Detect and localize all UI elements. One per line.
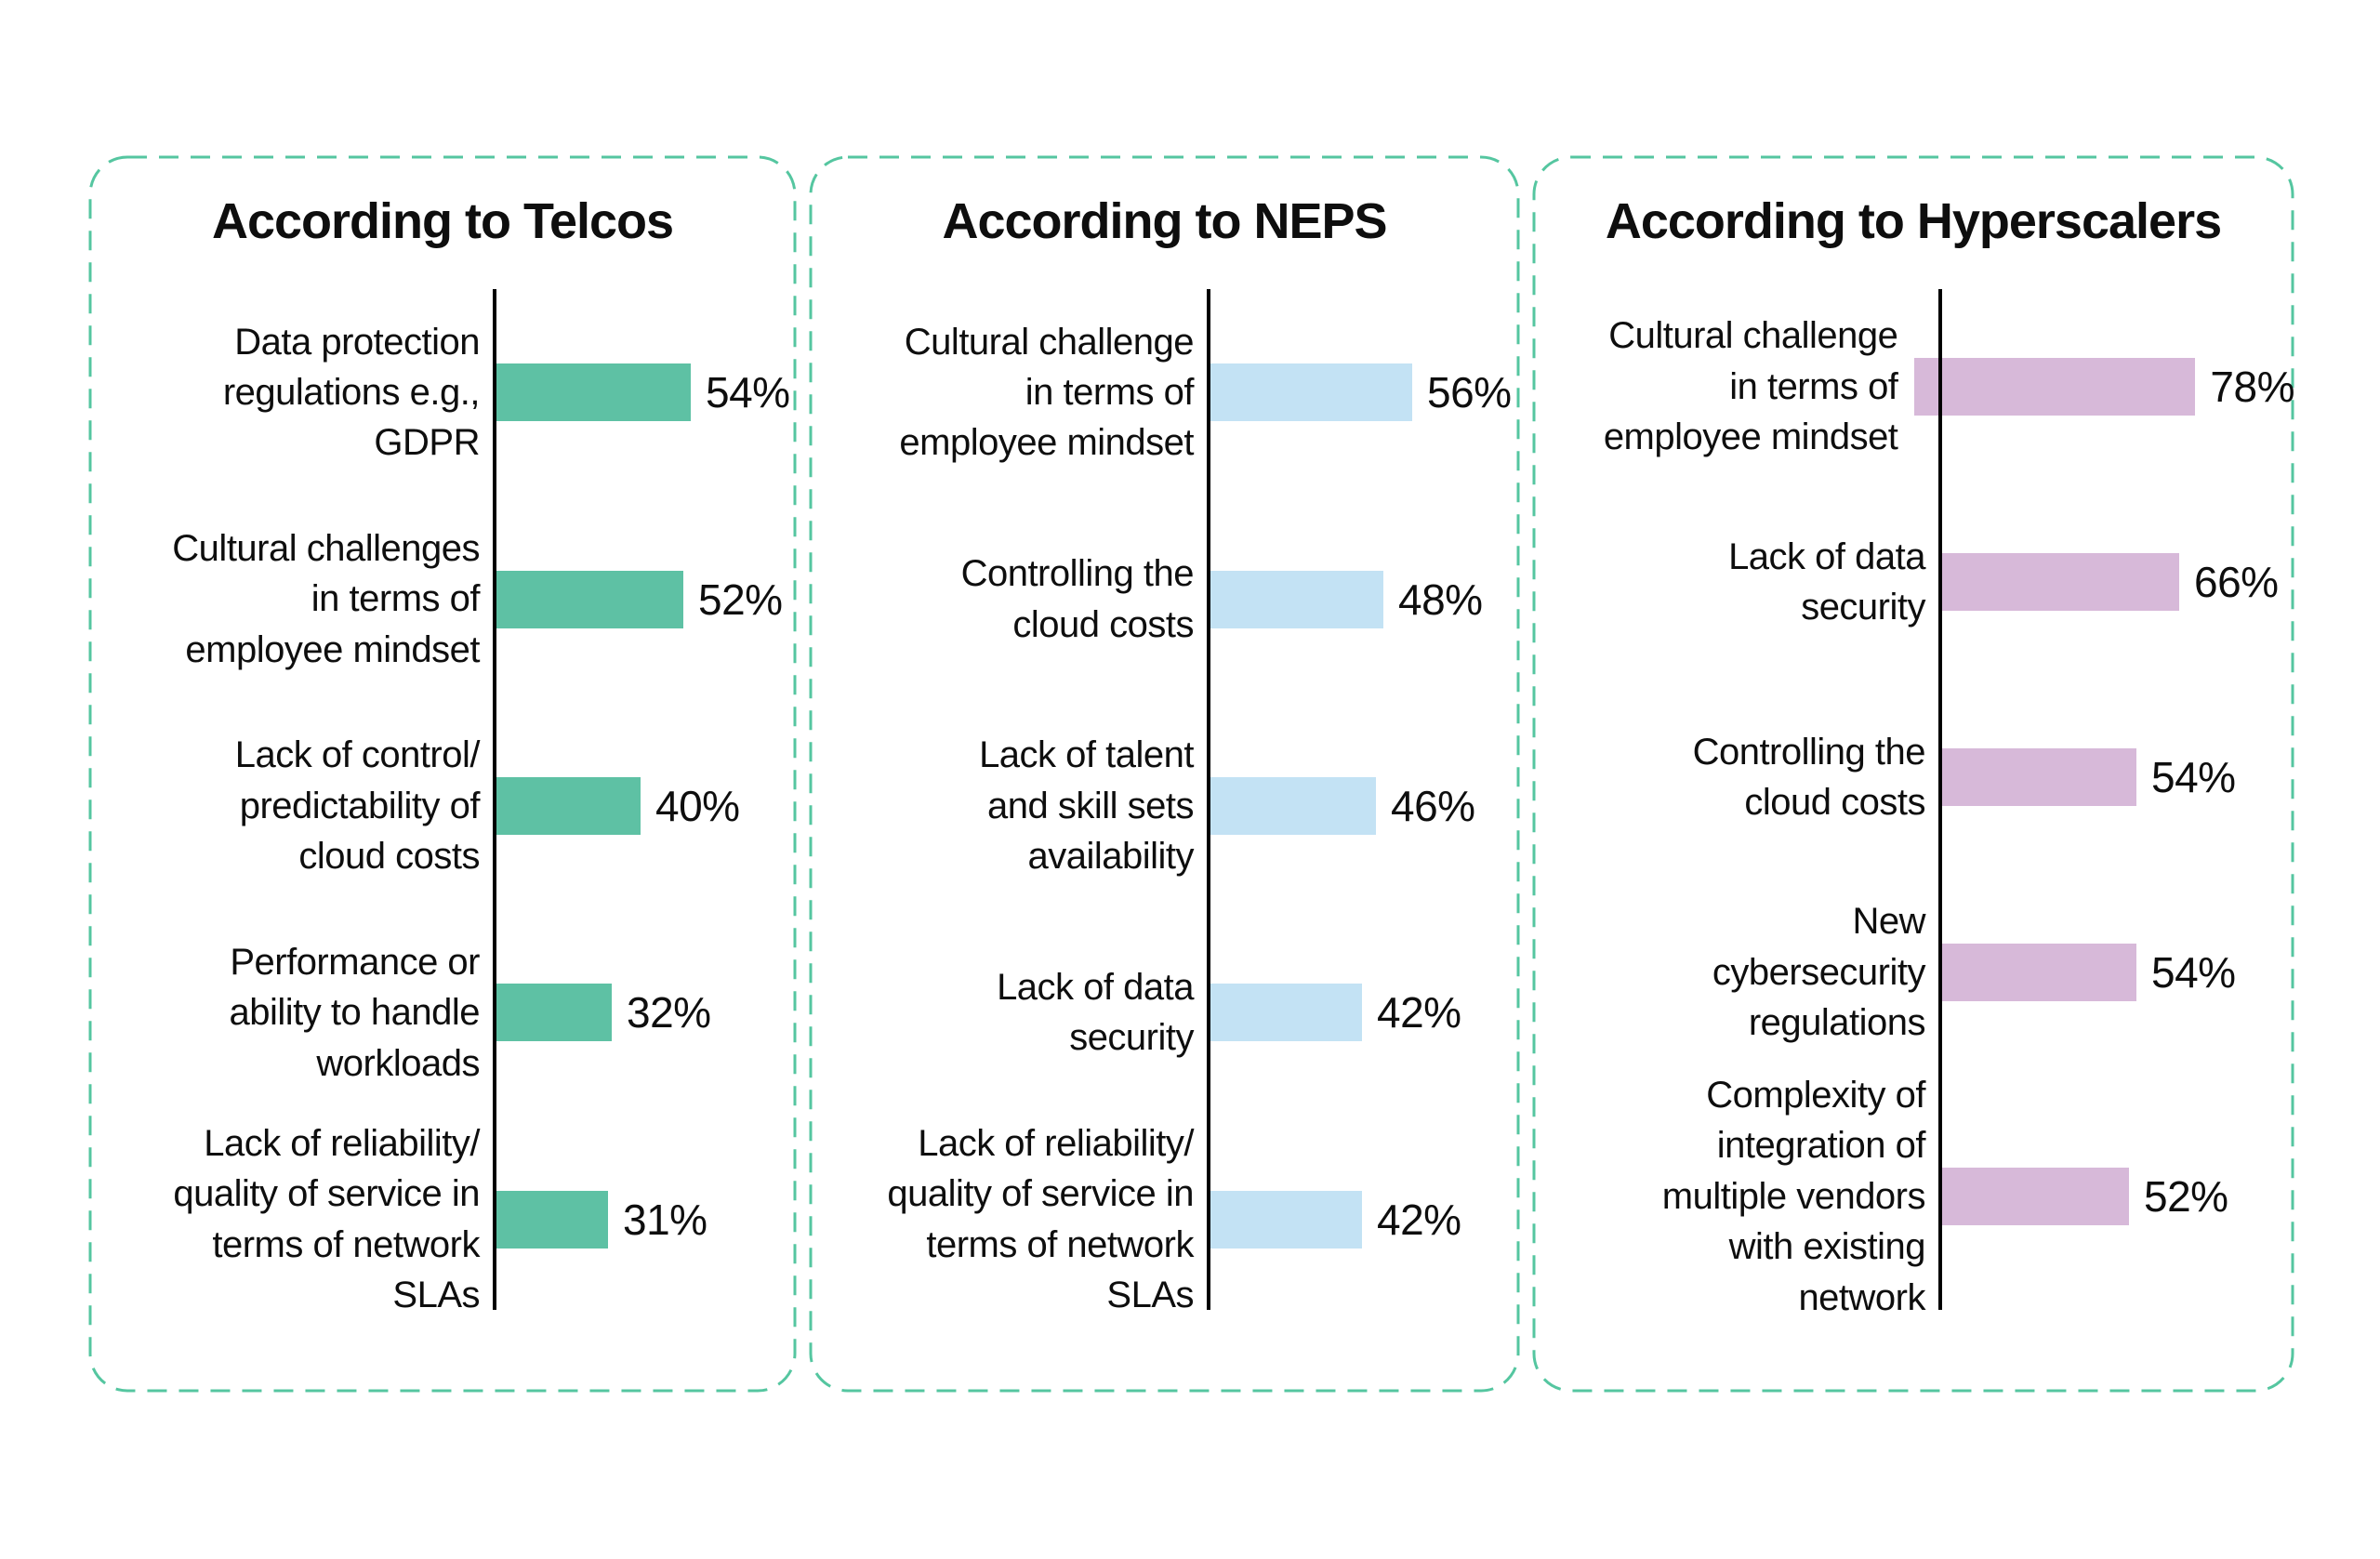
bar: [1942, 1168, 2129, 1226]
value-label: 42%: [1377, 1195, 1461, 1244]
category-label: Data protection regulations e.g., GDPR: [222, 321, 481, 464]
y-axis-line: [493, 289, 496, 1310]
category-label: Lack of reliability/ quality of service …: [173, 1123, 480, 1316]
value-label: 32%: [627, 988, 711, 1037]
bar-area: 40%: [493, 777, 740, 836]
category-label: Cultural challenge in terms of employee …: [1603, 315, 1898, 458]
bar: [1210, 777, 1376, 836]
panel-title: According to Hyperscalers: [1605, 193, 2222, 249]
value-label: 52%: [2144, 1172, 2228, 1222]
value-label: 52%: [698, 575, 783, 624]
bar-row: New cybersecurity regulations 54%: [1532, 875, 2294, 1070]
bar-row: Controlling the cloud costs 54%: [1532, 680, 2294, 875]
category-label: Complexity of integration of multiple ve…: [1661, 1075, 1926, 1318]
bar-area: 56%: [1207, 363, 1512, 422]
bar-area: 46%: [1207, 777, 1475, 836]
bar-area: 66%: [1938, 553, 2279, 612]
bar-area: 54%: [1938, 748, 2236, 807]
bar: [1210, 363, 1412, 422]
category-label: Controlling the cloud costs: [960, 553, 1195, 645]
bar-row: Lack of reliability/ quality of service …: [809, 1116, 1520, 1323]
value-label: 48%: [1398, 575, 1483, 624]
category-label: Lack of data security: [1728, 535, 1925, 628]
bar-row: Lack of data security 66%: [1532, 484, 2294, 680]
panel-hyperscalers: According to Hyperscalers Cultural chall…: [1532, 155, 2294, 1393]
category-label: Lack of data security: [997, 967, 1194, 1059]
category-label: New cybersecurity regulations: [1712, 901, 1926, 1044]
chart-area: Cultural challenge in terms of employee …: [809, 289, 1520, 1323]
bar-area: 32%: [493, 984, 711, 1042]
category-label: Lack of talent and skill sets availabili…: [979, 734, 1194, 878]
bar-area: 52%: [493, 570, 783, 628]
bar: [1210, 570, 1383, 628]
chart-area: Data protection regulations e.g., GDPR 54…: [88, 289, 797, 1323]
bar-row: Lack of talent and skill sets availabili…: [809, 703, 1520, 909]
category-label: Controlling the cloud costs: [1692, 731, 1926, 824]
bar-row: Cultural challenge in terms of employee …: [1532, 289, 2295, 484]
bar-row: Lack of data security 42%: [809, 909, 1520, 1116]
bar: [496, 570, 683, 628]
bar-area: 78%: [1911, 358, 2294, 416]
bar-area: 54%: [1938, 944, 2236, 1002]
bar: [496, 984, 612, 1042]
bar-rows: Cultural challenge in terms of employee …: [809, 289, 1520, 1323]
value-label: 40%: [655, 782, 740, 831]
bar-area: 42%: [1207, 984, 1461, 1042]
bar-row: Complexity of integration of multiple ve…: [1532, 1070, 2294, 1323]
category-label: Lack of control/ predictability of cloud…: [234, 734, 481, 878]
value-label: 56%: [1427, 368, 1512, 417]
bar-rows: Data protection regulations e.g., GDPR 54…: [88, 289, 797, 1323]
value-label: 46%: [1391, 782, 1475, 831]
bar-area: 42%: [1207, 1190, 1461, 1249]
bar: [1210, 1190, 1362, 1249]
value-label: 42%: [1377, 988, 1461, 1037]
value-label: 54%: [2151, 948, 2236, 997]
bar: [496, 777, 641, 836]
bar-row: Controlling the cloud costs 48%: [809, 495, 1520, 702]
bar-row: Cultural challenge in terms of employee …: [809, 289, 1520, 495]
bar: [1210, 984, 1362, 1042]
bar: [496, 363, 691, 422]
bar-row: Lack of reliability/ quality of service …: [88, 1116, 797, 1323]
panel-title: According to Telcos: [211, 193, 674, 249]
chart-area: Cultural challenge in terms of employee …: [1532, 289, 2294, 1323]
y-axis-line: [1938, 289, 1942, 1310]
bar: [1942, 748, 2136, 807]
bar: [1942, 553, 2179, 612]
bar-row: Lack of control/ predictability of cloud…: [88, 703, 797, 909]
bar: [496, 1190, 608, 1249]
bar-row: Cultural challenges in terms of employee…: [88, 495, 797, 702]
bar-area: 48%: [1207, 570, 1483, 628]
chart-panels-container: According to Telcos Data protection regu…: [88, 155, 2294, 1393]
bar-row: Data protection regulations e.g., GDPR 54…: [88, 289, 797, 495]
bar-area: 31%: [493, 1190, 707, 1249]
category-label: Cultural challenge in terms of employee …: [899, 321, 1194, 464]
panel-neps: According to NEPS Cultural challenge in …: [809, 155, 1520, 1393]
category-label: Lack of reliability/ quality of service …: [887, 1123, 1194, 1316]
bar-area: 52%: [1938, 1168, 2228, 1226]
value-label: 31%: [623, 1195, 707, 1244]
category-label: Performance or ability to handle workloa…: [229, 941, 481, 1084]
value-label: 54%: [2151, 753, 2236, 802]
value-label: 54%: [706, 368, 790, 417]
bar-area: 54%: [493, 363, 790, 422]
bar-row: Performance or ability to handle workloa…: [88, 909, 797, 1116]
y-axis-line: [1207, 289, 1210, 1310]
panel-telcos: According to Telcos Data protection regu…: [88, 155, 797, 1393]
bar-rows: Cultural challenge in terms of employee …: [1532, 289, 2295, 1323]
bar: [1942, 944, 2136, 1002]
category-label: Cultural challenges in terms of employee…: [172, 528, 480, 670]
value-label: 66%: [2194, 558, 2279, 607]
value-label: 78%: [2210, 363, 2294, 411]
panel-title: According to NEPS: [942, 193, 1387, 249]
bar: [1914, 358, 2196, 416]
